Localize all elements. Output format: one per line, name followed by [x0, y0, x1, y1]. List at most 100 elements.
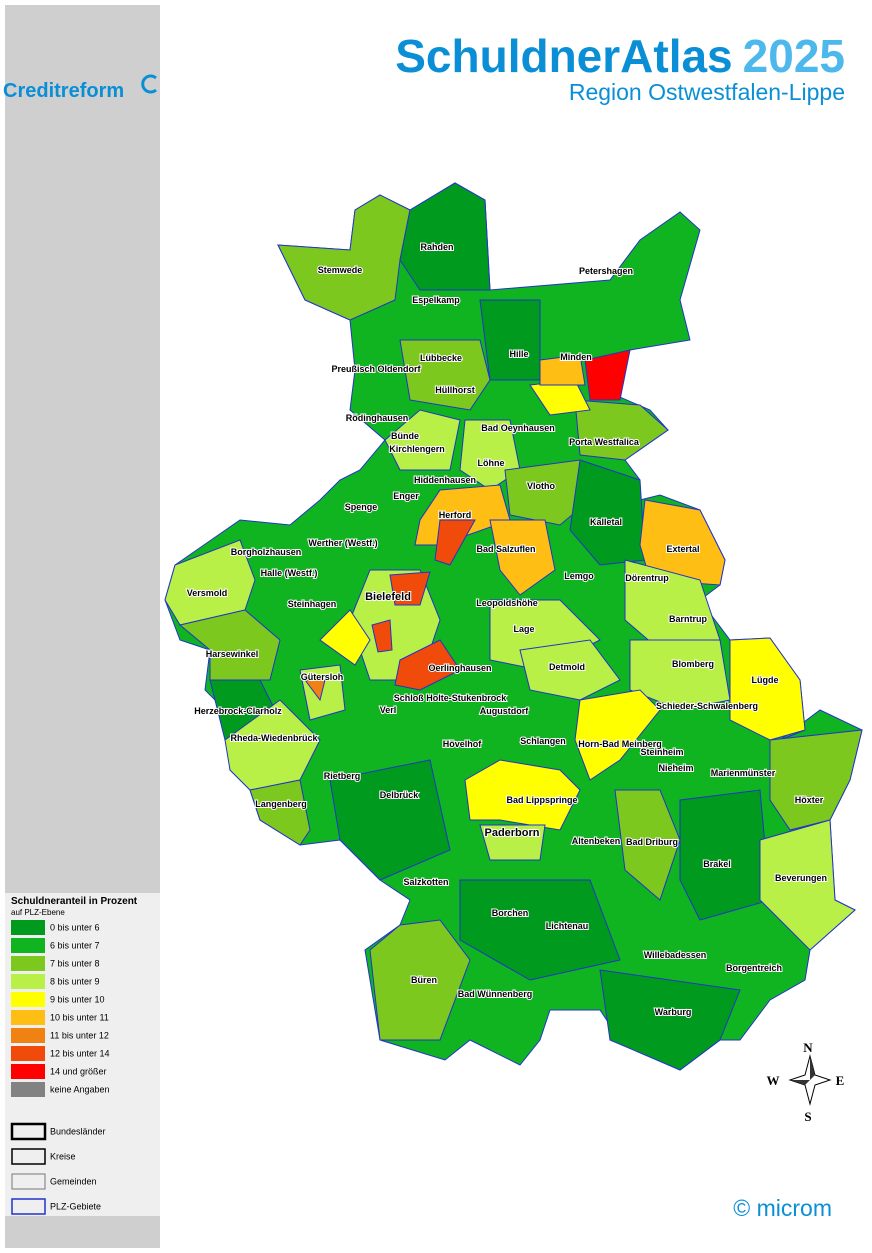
place-label: Schloß Holte-Stukenbrock	[394, 693, 508, 703]
title-text: SchuldnerAtlas	[395, 30, 732, 82]
region	[249, 779, 311, 846]
place-label: Spenge	[345, 502, 378, 512]
place-label: Petershagen	[579, 266, 633, 276]
legend-swatch	[11, 938, 45, 953]
place-label: Beverungen	[775, 873, 827, 883]
region	[539, 354, 586, 386]
compass: N E S W	[767, 1040, 845, 1124]
place-label: Preußisch Oldendorf	[331, 364, 421, 374]
place-label: Rahden	[420, 242, 453, 252]
compass-w: W	[767, 1073, 780, 1088]
legend-swatch	[11, 992, 45, 1007]
place-label: Salzkotten	[403, 877, 448, 887]
region	[399, 339, 491, 411]
place-label: Harsewinkel	[206, 649, 259, 659]
place-label: Lemgo	[564, 571, 594, 581]
legend-boundary	[11, 1173, 46, 1190]
place-label: Leopoldshöhe	[476, 598, 538, 608]
legend-label: 10 bis unter 11	[50, 1012, 109, 1022]
legend-swatch	[11, 920, 45, 935]
place-label: Werther (Westf.)	[308, 538, 377, 548]
region	[679, 789, 771, 921]
place-label: Lübbecke	[420, 353, 462, 363]
place-label: Horn-Bad Meinberg	[578, 739, 662, 749]
copyright: © microm	[733, 1195, 832, 1221]
place-label: Schlangen	[520, 736, 566, 746]
compass-n: N	[803, 1040, 813, 1055]
place-label: Borgholzhausen	[231, 547, 302, 557]
place-label: Lügde	[752, 675, 779, 685]
place-label: Warburg	[655, 1007, 692, 1017]
place-label: Vlotho	[527, 481, 555, 491]
place-labels: Rahden Stemwede Petershagen Espelkamp Hi…	[186, 241, 828, 1018]
region	[178, 609, 281, 681]
place-label: Bad Driburg	[626, 837, 678, 847]
place-label: Bielefeld	[365, 591, 411, 603]
place-label: Kalletal	[590, 517, 622, 527]
region	[459, 879, 621, 981]
legend-boundary	[11, 1148, 46, 1165]
region	[519, 639, 621, 701]
region	[614, 789, 681, 901]
region	[629, 639, 731, 711]
legend-boundary	[11, 1198, 46, 1215]
place-label: Bünde	[391, 431, 419, 441]
region	[479, 299, 541, 381]
place-label: Borgentreich	[726, 963, 782, 973]
place-label: Barntrup	[669, 614, 708, 624]
place-label: Gütersloh	[301, 672, 344, 682]
legend: 0 bis unter 6 6 bis unter 7 7 bis unter 8 8…	[10, 920, 110, 1215]
legend-swatch	[11, 1064, 45, 1079]
compass-s: S	[804, 1109, 811, 1124]
legend-swatch	[11, 1082, 45, 1097]
map	[164, 182, 863, 1071]
region	[369, 919, 471, 1041]
region	[769, 729, 863, 831]
place-label: Willebadessen	[644, 950, 706, 960]
legend-label: 8 bis unter 9	[50, 976, 100, 986]
place-label: Detmold	[549, 662, 585, 672]
region	[479, 824, 546, 861]
place-label: Schieder-Schwalenberg	[656, 701, 758, 711]
region	[299, 664, 346, 721]
legend-boundary	[10, 1122, 47, 1141]
legend-label: Gemeinden	[50, 1176, 97, 1186]
place-label: Hiddenhausen	[414, 475, 476, 485]
compass-e: E	[836, 1073, 845, 1088]
place-label: Herford	[439, 510, 472, 520]
place-label: Hüllhorst	[435, 385, 475, 395]
place-label: Nieheim	[658, 763, 693, 773]
logo-icon	[141, 74, 157, 94]
legend-label: 9 bis unter 10	[50, 994, 105, 1004]
place-label: Espelkamp	[412, 295, 460, 305]
subtitle: Region Ostwestfalen-Lippe	[569, 79, 845, 105]
legend-label: 6 bis unter 7	[50, 940, 100, 950]
region	[389, 571, 431, 606]
legend-swatch	[11, 974, 45, 989]
legend-subtitle: auf PLZ-Ebene	[11, 908, 65, 917]
region	[599, 969, 741, 1071]
place-label: Hövelhof	[443, 739, 483, 749]
region	[489, 519, 556, 596]
region	[277, 194, 411, 321]
region	[304, 679, 326, 702]
place-label: Porta Westfalica	[569, 437, 640, 447]
region	[584, 349, 631, 401]
place-label: Extertal	[666, 544, 699, 554]
place-label: Paderborn	[484, 827, 539, 839]
place-label: Rietberg	[324, 771, 361, 781]
region	[639, 499, 726, 586]
region	[434, 519, 476, 566]
place-label: Stemwede	[318, 265, 363, 275]
legend-swatch	[11, 1010, 45, 1025]
region	[394, 639, 461, 691]
legend-swatch	[11, 1028, 45, 1043]
place-label: Halle (Westf.)	[261, 568, 318, 578]
place-label: Blomberg	[672, 659, 714, 669]
place-label: Steinhagen	[288, 599, 337, 609]
place-label: Bad Lippspringe	[506, 795, 577, 805]
place-label: Lage	[513, 624, 534, 634]
legend-label: Bundesländer	[50, 1126, 106, 1136]
legend-label: 12 bis unter 14	[50, 1048, 110, 1058]
